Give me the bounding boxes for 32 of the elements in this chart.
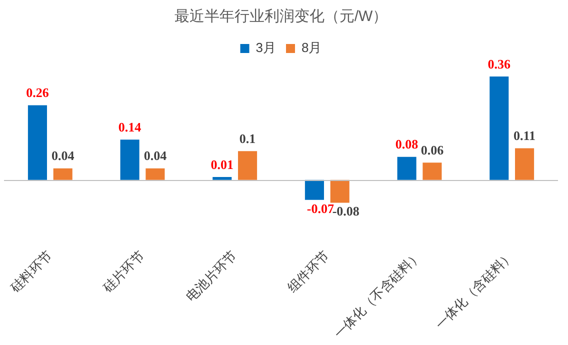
bar	[490, 76, 509, 180]
bar	[397, 156, 416, 180]
x-tick-label: 硅料环节	[6, 248, 55, 296]
data-label: 0.06	[420, 142, 444, 158]
data-label: 0.08	[395, 136, 419, 152]
bar	[422, 162, 442, 180]
legend-label: 8月	[302, 40, 322, 56]
data-label: 0.26	[26, 85, 50, 100]
data-label: 0.04	[144, 148, 168, 164]
x-tick-label: 一体化（含硅料）	[432, 248, 516, 332]
bar	[212, 176, 232, 180]
data-label: 0.11	[514, 128, 536, 144]
bar	[120, 140, 140, 180]
x-tick-label: 电池片环节	[182, 248, 240, 304]
bar	[28, 105, 47, 180]
data-label: 0.36	[488, 56, 512, 72]
x-tick-label: 硅片环节	[99, 248, 148, 296]
data-label: -0.07	[306, 200, 335, 216]
bar	[304, 180, 324, 200]
x-tick-label: 一体化（不含硅料）	[330, 248, 424, 342]
data-label: 0.04	[51, 148, 75, 164]
bar	[146, 168, 165, 180]
data-label: 0.14	[118, 119, 142, 134]
chart-title: 最近半年行业利润变化（元/W）	[174, 8, 388, 26]
bar	[515, 148, 534, 180]
data-label: 0.1	[239, 130, 256, 146]
bar	[53, 168, 72, 180]
bar	[330, 180, 350, 203]
data-label: 0.01	[210, 156, 234, 172]
x-tick-label: 组件环节	[284, 248, 332, 296]
bar	[238, 151, 258, 180]
legend-label: 3月	[256, 40, 276, 56]
